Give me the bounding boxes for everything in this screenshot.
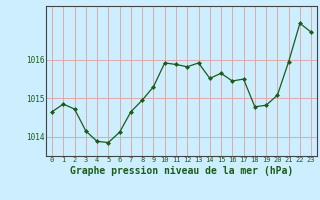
X-axis label: Graphe pression niveau de la mer (hPa): Graphe pression niveau de la mer (hPa) — [70, 166, 293, 176]
